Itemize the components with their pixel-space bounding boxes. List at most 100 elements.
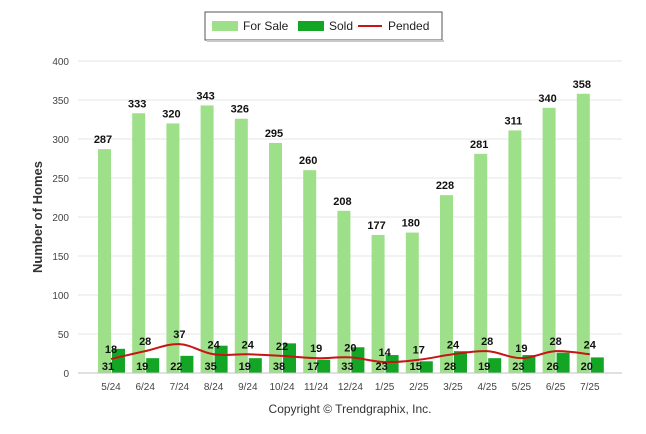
bar-for-sale xyxy=(576,93,590,373)
bar-for-sale xyxy=(269,142,282,373)
x-tick-label: 1/25 xyxy=(375,382,395,393)
data-label-pended: 17 xyxy=(413,345,425,357)
bar-sold xyxy=(488,358,502,373)
legend: For Sale Sold Pended xyxy=(204,11,444,42)
data-label-pended: 22 xyxy=(276,341,288,353)
x-tick-label: 7/25 xyxy=(580,382,600,393)
data-label-pended: 24 xyxy=(584,339,597,351)
x-tick-label: 5/24 xyxy=(101,382,121,393)
data-label-for-sale: 358 xyxy=(573,79,591,91)
data-label-sold: 17 xyxy=(307,361,319,373)
y-axis: 0 50 100 150 200 250 300 350 400 xyxy=(52,57,69,380)
data-label-for-sale: 311 xyxy=(505,115,523,127)
legend-label-pended: Pended xyxy=(388,19,429,33)
bar-sold xyxy=(385,355,399,373)
y-tick-label: 150 xyxy=(52,252,69,263)
bar-for-sale xyxy=(132,113,146,373)
x-tick-label: 11/24 xyxy=(304,382,329,393)
data-label-for-sale: 260 xyxy=(299,155,317,167)
bar-sold xyxy=(419,361,433,373)
data-label-pended: 28 xyxy=(481,336,493,348)
data-label-sold: 38 xyxy=(273,361,285,373)
x-tick-label: 5/25 xyxy=(512,382,532,393)
bar-for-sale xyxy=(200,105,214,374)
bar-sold xyxy=(146,358,160,373)
data-label-pended: 24 xyxy=(207,339,220,351)
x-tick-label: 3/25 xyxy=(443,382,463,393)
data-label-pended: 28 xyxy=(549,336,561,348)
data-label-for-sale: 326 xyxy=(231,104,249,116)
bar-sold xyxy=(590,357,604,373)
y-tick-label: 250 xyxy=(52,174,69,185)
y-tick-label: 400 xyxy=(52,57,69,68)
data-label-sold: 15 xyxy=(410,361,422,373)
bar-sold xyxy=(283,343,296,373)
data-label-sold: 20 xyxy=(581,361,593,373)
bar-for-sale xyxy=(166,123,180,374)
bars xyxy=(98,93,604,374)
y-tick-label: 50 xyxy=(58,330,70,341)
data-label-for-sale: 228 xyxy=(436,180,454,192)
bar-for-sale xyxy=(440,195,453,373)
x-tick-label: 6/24 xyxy=(135,382,155,393)
bar-for-sale xyxy=(337,210,351,373)
x-tick-label: 8/24 xyxy=(204,382,224,393)
bar-sold xyxy=(454,351,467,373)
copyright-footer: Copyright © Trendgraphix, Inc. xyxy=(269,402,432,416)
data-label-sold: 28 xyxy=(444,361,456,373)
data-label-pended: 19 xyxy=(515,343,527,355)
bar-sold xyxy=(112,348,125,373)
y-tick-label: 300 xyxy=(52,135,69,146)
data-label-for-sale: 180 xyxy=(402,218,420,230)
bar-sold xyxy=(248,358,262,373)
data-label-sold: 19 xyxy=(239,361,251,373)
data-label-sold: 19 xyxy=(478,361,490,373)
data-label-for-sale: 343 xyxy=(196,90,214,102)
x-tick-label: 7/24 xyxy=(170,382,190,393)
data-label-sold: 35 xyxy=(204,361,216,373)
data-label-sold: 31 xyxy=(102,361,114,373)
bar-for-sale xyxy=(405,232,419,373)
bar-sold xyxy=(351,347,365,373)
data-label-for-sale: 333 xyxy=(128,98,146,110)
data-labels: 287 31 333 19 320 22 343 35 326 19 295 38 260 17 208 33… xyxy=(94,79,597,373)
x-tick-label: 2/25 xyxy=(409,382,429,393)
bar-for-sale xyxy=(234,118,248,373)
y-tick-label: 200 xyxy=(52,213,69,224)
y-axis-label: Number of Homes xyxy=(30,161,45,273)
data-label-sold: 23 xyxy=(375,361,387,373)
bar-for-sale xyxy=(474,153,488,373)
data-label-pended: 24 xyxy=(242,339,255,351)
bar-for-sale xyxy=(98,149,111,373)
bar-for-sale xyxy=(542,107,556,374)
x-tick-label: 4/25 xyxy=(477,382,497,393)
data-label-pended: 20 xyxy=(344,342,356,354)
legend-swatch-sold xyxy=(298,21,324,31)
data-label-for-sale: 177 xyxy=(367,220,385,232)
y-tick-label: 0 xyxy=(63,369,69,380)
data-label-pended: 37 xyxy=(173,329,185,341)
data-label-for-sale: 340 xyxy=(538,93,556,105)
data-label-for-sale: 320 xyxy=(162,108,180,120)
data-label-pended: 28 xyxy=(139,336,151,348)
data-label-pended: 24 xyxy=(447,339,460,351)
data-label-sold: 23 xyxy=(512,361,524,373)
bar-for-sale xyxy=(303,170,317,373)
x-tick-label: 12/24 xyxy=(338,382,363,393)
y-tick-label: 350 xyxy=(52,96,69,107)
bar-sold xyxy=(180,355,194,373)
data-label-pended: 18 xyxy=(105,344,117,356)
data-label-sold: 26 xyxy=(546,361,558,373)
x-tick-label: 10/24 xyxy=(269,382,294,393)
bar-for-sale xyxy=(371,234,385,373)
data-label-sold: 22 xyxy=(170,361,182,373)
bar-sold xyxy=(522,355,536,373)
x-tick-label: 6/25 xyxy=(546,382,566,393)
legend-label-sold: Sold xyxy=(329,19,353,33)
data-label-for-sale: 295 xyxy=(265,128,283,140)
x-tick-label: 9/24 xyxy=(238,382,258,393)
data-label-pended: 14 xyxy=(378,347,391,359)
legend-label-for-sale: For Sale xyxy=(243,19,289,33)
data-label-for-sale: 281 xyxy=(470,139,488,151)
data-label-pended: 19 xyxy=(310,343,322,355)
